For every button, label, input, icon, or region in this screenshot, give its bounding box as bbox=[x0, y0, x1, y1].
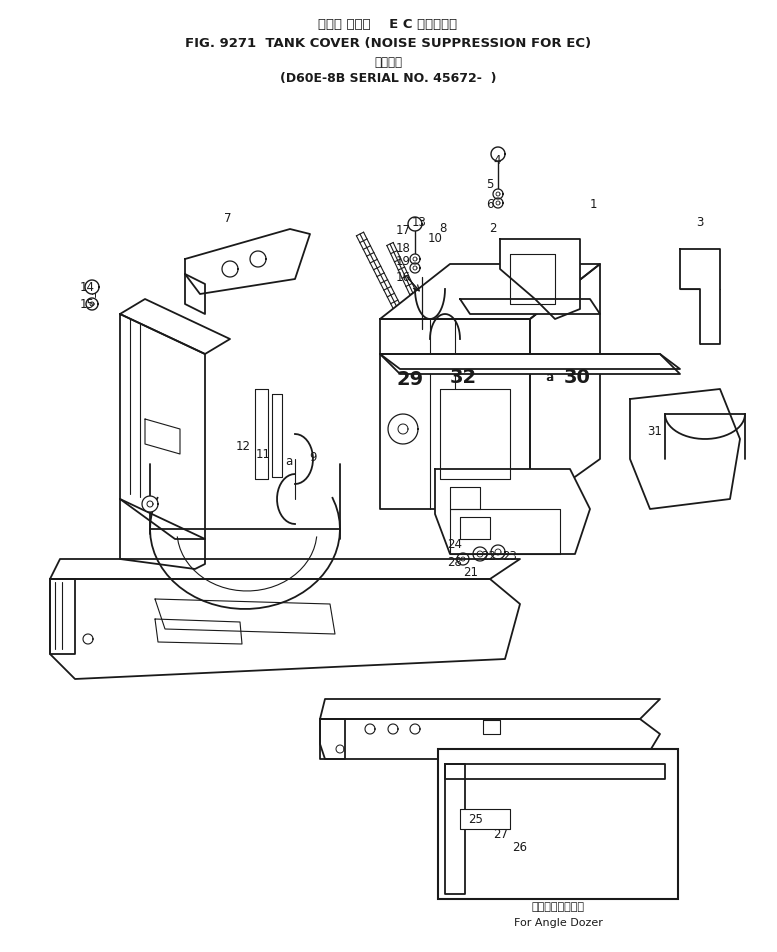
Polygon shape bbox=[445, 764, 465, 894]
Text: 6: 6 bbox=[486, 198, 493, 211]
Polygon shape bbox=[380, 355, 680, 369]
Text: 5: 5 bbox=[486, 178, 493, 191]
Polygon shape bbox=[491, 148, 505, 162]
Text: 3: 3 bbox=[696, 215, 704, 228]
Polygon shape bbox=[493, 189, 503, 200]
Text: 31: 31 bbox=[647, 425, 663, 438]
Text: 10: 10 bbox=[427, 231, 442, 245]
Text: 21: 21 bbox=[464, 565, 479, 579]
Polygon shape bbox=[320, 700, 660, 720]
Text: 15: 15 bbox=[79, 298, 95, 311]
Text: 17: 17 bbox=[395, 224, 410, 236]
Text: 32: 32 bbox=[449, 368, 476, 387]
Text: FIG. 9271  TANK COVER (NOISE SUPPRESSION FOR EC): FIG. 9271 TANK COVER (NOISE SUPPRESSION … bbox=[185, 37, 591, 50]
Polygon shape bbox=[410, 264, 420, 274]
Polygon shape bbox=[510, 843, 520, 852]
Polygon shape bbox=[255, 389, 268, 480]
Text: 7: 7 bbox=[225, 211, 232, 225]
Polygon shape bbox=[457, 553, 469, 565]
Polygon shape bbox=[445, 764, 665, 779]
Text: 29: 29 bbox=[396, 370, 423, 389]
Text: 27: 27 bbox=[493, 827, 508, 841]
Polygon shape bbox=[145, 420, 180, 454]
Text: 25: 25 bbox=[469, 813, 483, 825]
Text: 13: 13 bbox=[412, 215, 427, 228]
Text: 4: 4 bbox=[493, 153, 500, 167]
Text: 19: 19 bbox=[395, 255, 410, 268]
Text: 24: 24 bbox=[448, 538, 462, 551]
Text: 9: 9 bbox=[309, 451, 317, 464]
Text: 12: 12 bbox=[235, 440, 250, 453]
Polygon shape bbox=[530, 265, 600, 509]
Polygon shape bbox=[460, 518, 490, 540]
Polygon shape bbox=[510, 255, 555, 305]
Polygon shape bbox=[120, 300, 230, 355]
Polygon shape bbox=[450, 509, 560, 554]
Polygon shape bbox=[86, 299, 98, 310]
Text: 8: 8 bbox=[439, 221, 447, 234]
Polygon shape bbox=[120, 500, 205, 569]
Text: 11: 11 bbox=[256, 448, 270, 461]
Polygon shape bbox=[680, 249, 720, 345]
Text: 30: 30 bbox=[563, 368, 591, 387]
Polygon shape bbox=[142, 497, 158, 512]
Text: 28: 28 bbox=[448, 556, 462, 569]
Polygon shape bbox=[185, 229, 310, 295]
Text: a: a bbox=[545, 371, 552, 384]
Polygon shape bbox=[491, 545, 505, 560]
Polygon shape bbox=[473, 547, 487, 562]
Polygon shape bbox=[320, 720, 660, 759]
Text: 16: 16 bbox=[395, 271, 410, 285]
Polygon shape bbox=[450, 487, 480, 509]
Text: For Angle Dozer: For Angle Dozer bbox=[514, 917, 602, 927]
Polygon shape bbox=[460, 809, 510, 829]
Text: 18: 18 bbox=[395, 241, 410, 254]
Polygon shape bbox=[320, 720, 345, 759]
Polygon shape bbox=[408, 218, 422, 231]
Polygon shape bbox=[665, 414, 745, 440]
Text: 1: 1 bbox=[589, 198, 597, 211]
Text: 26: 26 bbox=[513, 841, 528, 854]
Polygon shape bbox=[155, 600, 335, 634]
Polygon shape bbox=[493, 199, 503, 208]
Polygon shape bbox=[440, 389, 510, 480]
Polygon shape bbox=[630, 389, 740, 509]
Polygon shape bbox=[155, 620, 242, 645]
Polygon shape bbox=[523, 827, 537, 842]
Polygon shape bbox=[50, 580, 520, 680]
Text: タンク カバー    E C 騒音対策車: タンク カバー E C 騒音対策車 bbox=[319, 18, 458, 31]
Polygon shape bbox=[380, 355, 680, 374]
Polygon shape bbox=[525, 849, 535, 859]
Polygon shape bbox=[435, 469, 590, 554]
Polygon shape bbox=[85, 281, 99, 295]
Polygon shape bbox=[50, 560, 520, 580]
Polygon shape bbox=[120, 315, 205, 540]
Text: アングルドーザ用: アングルドーザ用 bbox=[531, 901, 584, 911]
Text: 22: 22 bbox=[482, 550, 497, 563]
Text: (D60E-8B SERIAL NO. 45672-  ): (D60E-8B SERIAL NO. 45672- ) bbox=[280, 72, 497, 85]
Polygon shape bbox=[380, 265, 600, 320]
Text: 14: 14 bbox=[79, 281, 95, 294]
Text: a: a bbox=[546, 371, 554, 384]
Text: 2: 2 bbox=[490, 221, 497, 234]
Polygon shape bbox=[185, 275, 205, 315]
Text: 適用号機: 適用号機 bbox=[374, 56, 402, 69]
Polygon shape bbox=[272, 394, 282, 478]
Bar bbox=[438, 749, 678, 899]
Text: a: a bbox=[285, 455, 293, 468]
Polygon shape bbox=[388, 414, 418, 445]
Polygon shape bbox=[483, 721, 500, 734]
Polygon shape bbox=[380, 320, 530, 509]
Polygon shape bbox=[460, 300, 600, 315]
Polygon shape bbox=[500, 240, 580, 320]
Polygon shape bbox=[410, 255, 420, 265]
Text: 23: 23 bbox=[503, 550, 517, 563]
Polygon shape bbox=[50, 580, 75, 654]
